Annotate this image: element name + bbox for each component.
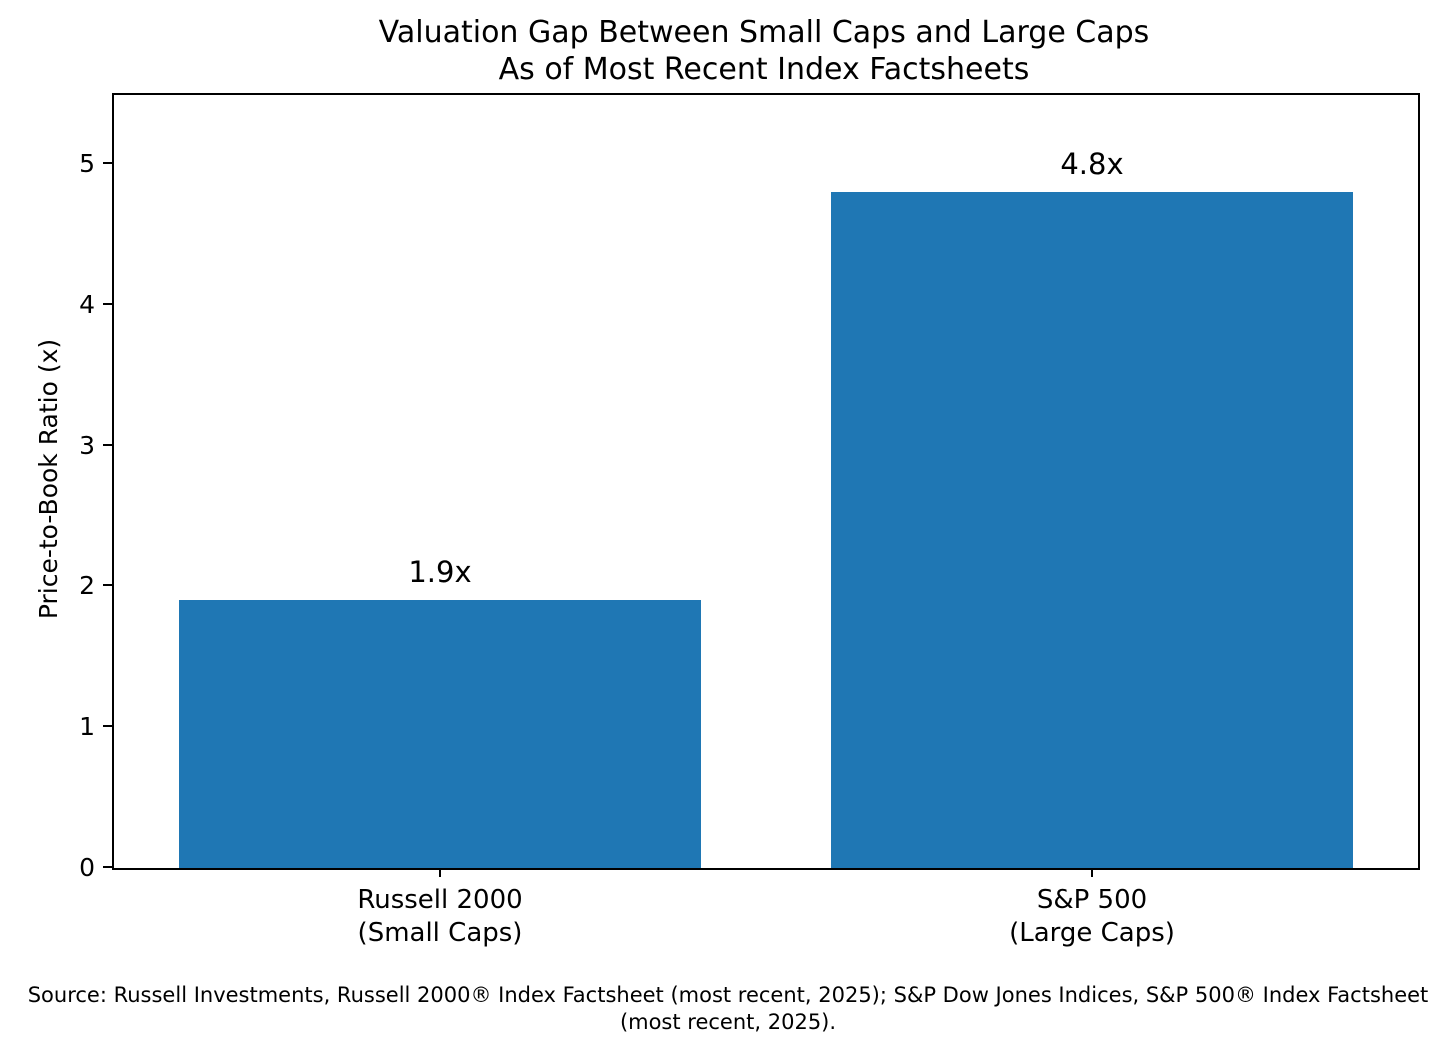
y-tick-label: 3 [79, 430, 95, 460]
y-tick-label: 1 [79, 712, 95, 742]
y-tick-label: 4 [79, 289, 95, 319]
y-tick-mark [103, 161, 112, 164]
bar [179, 600, 701, 868]
bar-value-label: 1.9x [408, 555, 472, 590]
x-tick-mark [439, 868, 441, 877]
plot-area: 1.9x 4.8x [112, 93, 1420, 870]
y-tick-mark [103, 302, 112, 305]
source-note: Source: Russell Investments, Russell 200… [27, 983, 1429, 1034]
y-tick-mark [103, 443, 112, 446]
x-tick-label: S&P 500 (Large Caps) [1009, 885, 1175, 948]
y-tick-label: 2 [79, 571, 95, 601]
chart-subtitle: As of Most Recent Index Factsheets [498, 52, 1030, 87]
y-tick-label: 5 [79, 148, 95, 178]
bar [831, 192, 1353, 868]
x-tick-label: Russell 2000 (Small Caps) [357, 885, 523, 948]
chart-title: Valuation Gap Between Small Caps and Lar… [378, 15, 1150, 50]
y-tick-mark [103, 584, 112, 587]
x-tick-mark [1091, 868, 1093, 877]
y-tick-mark [103, 866, 112, 868]
chart-title-block: Valuation Gap Between Small Caps and Lar… [112, 14, 1416, 88]
y-tick-mark [103, 725, 112, 728]
y-tick-label: 0 [79, 853, 95, 882]
bar-value-label: 4.8x [1060, 147, 1124, 182]
